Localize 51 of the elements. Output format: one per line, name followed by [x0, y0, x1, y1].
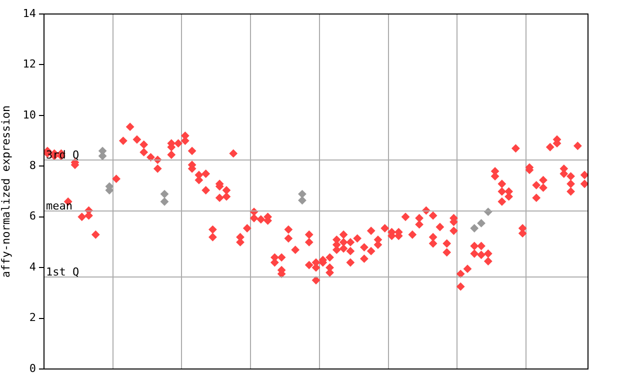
point [250, 214, 258, 222]
y-tick-label: 2 [29, 311, 36, 324]
point [284, 234, 292, 242]
point [566, 188, 575, 196]
point [477, 250, 486, 259]
point [140, 148, 148, 156]
point [498, 198, 506, 206]
point [160, 198, 169, 206]
point [278, 253, 286, 262]
point [160, 190, 169, 198]
point [580, 180, 589, 188]
point [470, 224, 478, 232]
point [340, 244, 348, 253]
point [208, 233, 217, 242]
point [167, 150, 176, 159]
y-tick-label: 6 [29, 210, 36, 223]
point [305, 230, 314, 239]
point [222, 192, 230, 201]
point [340, 238, 348, 246]
point [498, 188, 506, 196]
point [429, 233, 438, 242]
y-axis-title: affy-normalized expression [0, 105, 12, 278]
point [484, 257, 492, 266]
point [429, 239, 438, 248]
y-tick-label: 0 [29, 362, 36, 375]
point [532, 194, 540, 202]
y-tick-label: 8 [29, 159, 36, 172]
point [154, 164, 162, 173]
point [477, 219, 486, 228]
ref-line-label: mean [46, 199, 72, 212]
point [202, 186, 210, 194]
point [346, 258, 354, 266]
y-tick-label: 10 [22, 108, 36, 122]
y-tick-label: 12 [22, 58, 36, 71]
point [346, 247, 354, 256]
point [450, 226, 458, 235]
point [442, 248, 451, 256]
point [367, 247, 376, 256]
point [456, 282, 465, 291]
ref-line-label: 1st Q [46, 265, 80, 278]
y-tick-label: 4 [29, 260, 36, 274]
point [216, 194, 224, 202]
point [539, 184, 548, 192]
point [298, 196, 306, 204]
point [415, 220, 424, 228]
point [470, 250, 478, 258]
point [305, 238, 314, 246]
point [298, 190, 306, 198]
point [360, 254, 368, 263]
y-tick-label: 14 [22, 6, 36, 20]
point [566, 180, 575, 188]
